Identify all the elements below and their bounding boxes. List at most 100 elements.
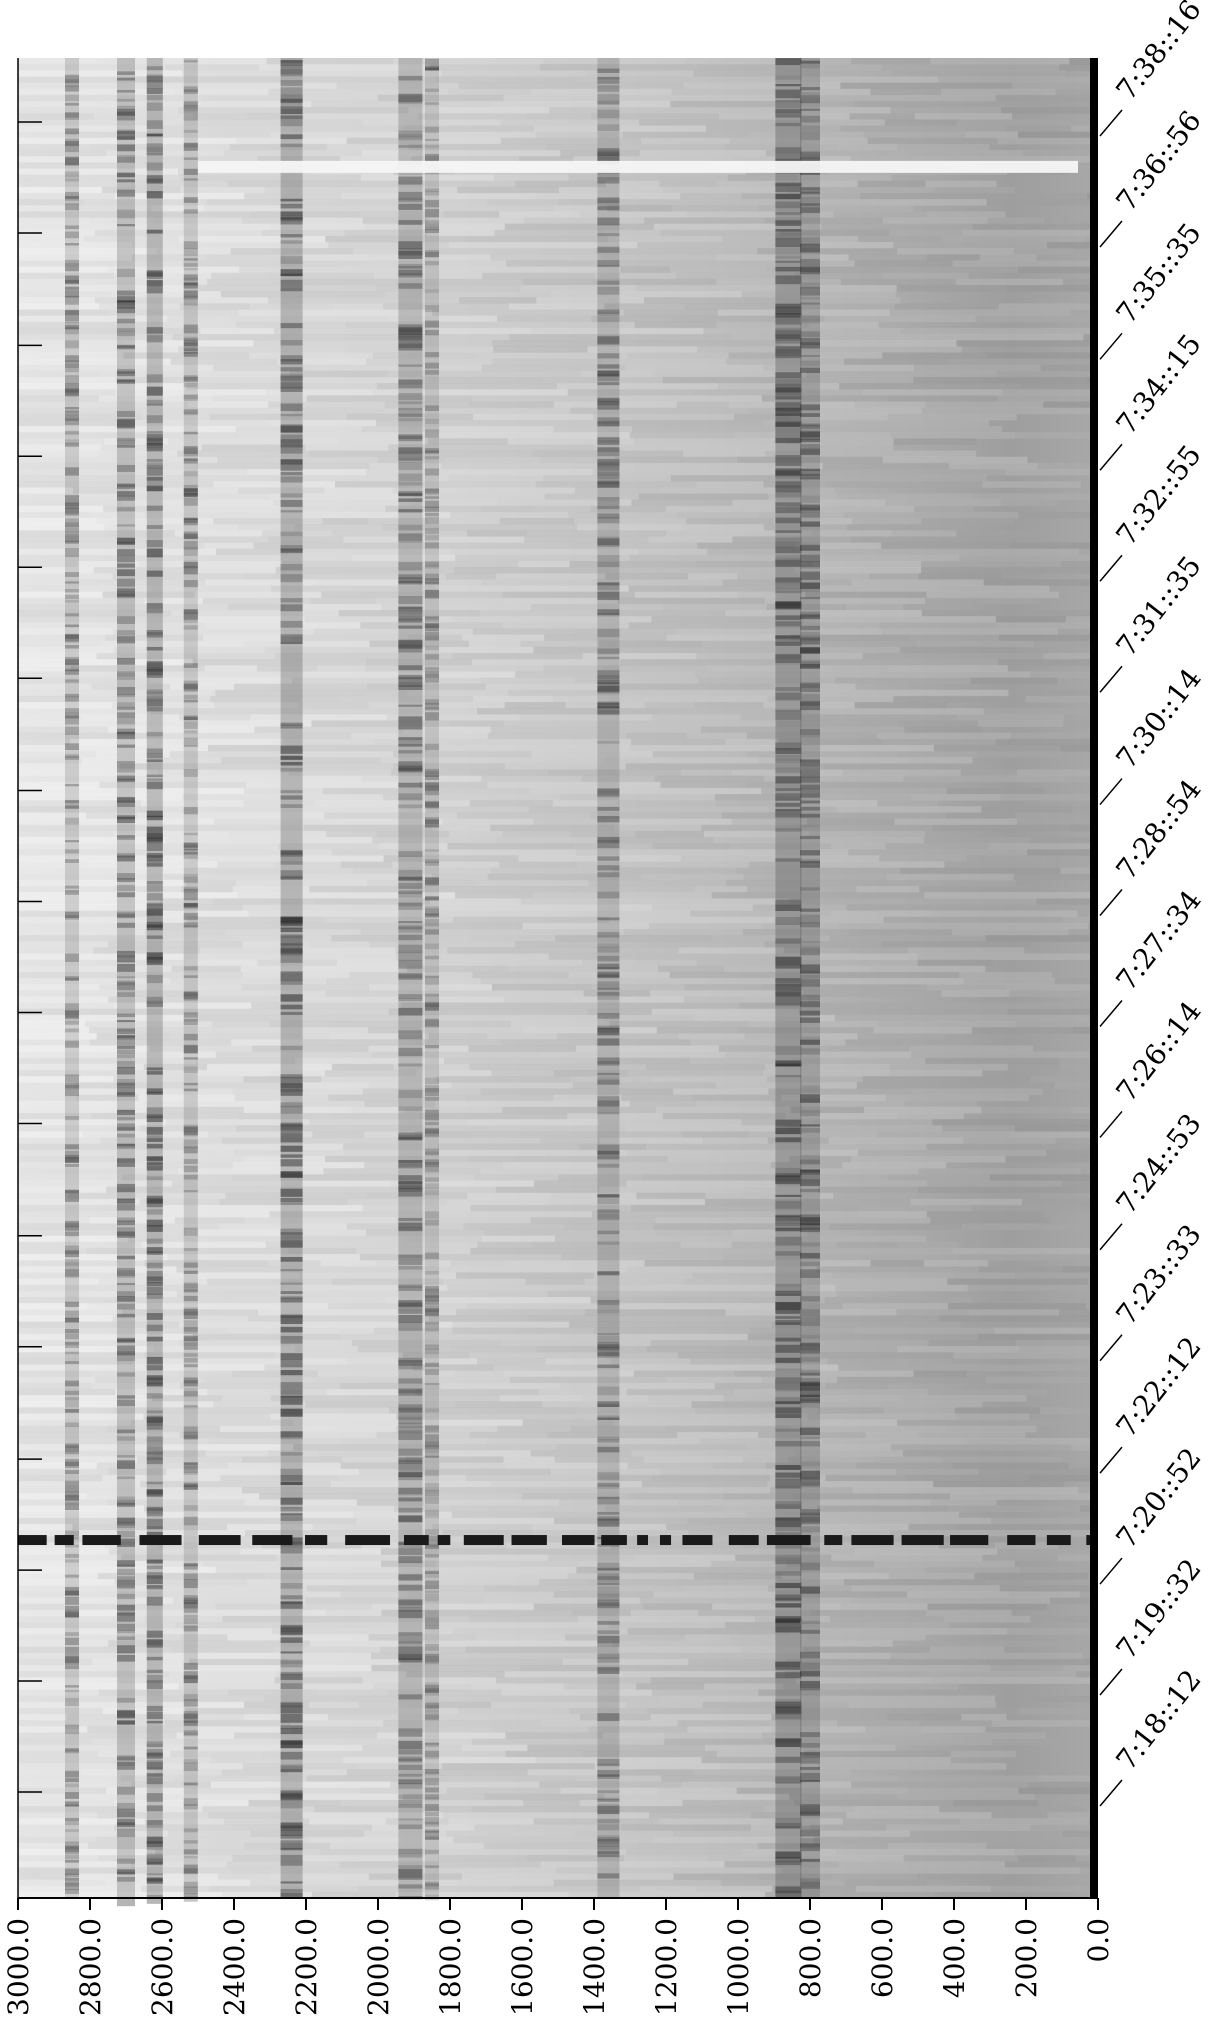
heatmap-cell <box>851 1597 1050 1605</box>
heatmap-cell <box>890 266 1019 274</box>
heatmap-cell <box>18 1750 99 1758</box>
band-cell <box>117 549 135 556</box>
heatmap-cell <box>697 346 804 353</box>
band-cell <box>183 888 198 892</box>
band-cell <box>146 570 163 577</box>
heatmap-cell <box>786 1658 890 1666</box>
band-cell <box>117 1395 135 1399</box>
heatmap-cell <box>253 1468 359 1476</box>
heatmap-cell <box>1076 1671 1098 1678</box>
heatmap-cell <box>267 1260 321 1267</box>
heatmap-cell <box>597 1162 771 1169</box>
heatmap-cell <box>276 1707 399 1715</box>
heatmap-cell <box>424 702 505 709</box>
heatmap-cell <box>447 947 534 954</box>
heatmap-cell <box>362 1204 471 1212</box>
band-cell <box>425 707 439 711</box>
heatmap-cell <box>1011 542 1072 550</box>
heatmap-cell <box>212 898 315 905</box>
heatmap-cell <box>992 1738 1061 1746</box>
band-cell <box>183 248 198 257</box>
heatmap-cell <box>119 763 207 770</box>
heatmap-cell <box>327 1714 378 1721</box>
heatmap-cell <box>18 456 117 464</box>
band-cell <box>597 1621 620 1625</box>
heatmap-cell <box>856 886 920 893</box>
heatmap-cell <box>88 1272 157 1280</box>
band-cell <box>398 905 423 910</box>
heatmap-cell <box>324 916 454 924</box>
band-cell <box>800 1048 820 1055</box>
band-cell <box>183 1431 198 1439</box>
heatmap-cell <box>306 1775 450 1782</box>
band-cell <box>775 308 802 315</box>
band-cell <box>183 769 198 777</box>
band-cell <box>65 548 79 558</box>
band-cell <box>597 1401 620 1408</box>
band-cell <box>65 890 79 895</box>
heatmap-cell <box>469 1431 548 1439</box>
band-cell <box>597 501 620 509</box>
band-cell <box>65 645 79 649</box>
band-cell <box>597 481 620 488</box>
heatmap-cell <box>982 481 1081 488</box>
heatmap-cell <box>456 1867 557 1874</box>
band-cell <box>398 1884 423 1889</box>
band-cell <box>183 1295 198 1302</box>
heatmap-cell <box>678 1499 799 1506</box>
heatmap-cell <box>865 1726 922 1733</box>
band-cell <box>117 706 135 710</box>
heatmap-cell <box>18 1652 121 1660</box>
heatmap-cell <box>261 1542 362 1549</box>
heatmap-cell <box>396 1425 498 1433</box>
band-cell <box>775 904 802 912</box>
band-cell <box>117 732 135 735</box>
heatmap-cell <box>227 1634 279 1641</box>
band-cell <box>597 197 620 203</box>
band-cell <box>597 1586 620 1596</box>
heatmap-cell <box>328 1303 467 1310</box>
heatmap-cell <box>134 849 332 856</box>
heatmap-cell <box>862 1076 970 1083</box>
heatmap-cell <box>257 959 337 967</box>
heatmap-cell <box>951 928 1069 936</box>
heatmap-cell <box>761 787 948 795</box>
band-cell <box>280 1188 303 1197</box>
heatmap-cell <box>653 1223 745 1230</box>
band-cell <box>65 1590 79 1596</box>
heatmap-cell <box>452 1628 628 1635</box>
heatmap-cell <box>285 1082 370 1089</box>
band-cell <box>425 1714 439 1721</box>
band-cell <box>775 492 802 498</box>
heatmap-cell <box>435 76 577 84</box>
band-cell <box>398 716 423 722</box>
heatmap-cell <box>481 1235 556 1243</box>
heatmap-cell <box>577 1560 659 1568</box>
band-cell <box>775 341 802 344</box>
heatmap-cell <box>273 327 430 335</box>
band-cell <box>117 300 135 306</box>
heatmap-cell <box>18 1168 178 1175</box>
heatmap-cell <box>18 1536 140 1543</box>
heatmap-cell <box>547 769 681 777</box>
band-cell <box>183 471 198 477</box>
heatmap-cell <box>849 419 989 427</box>
heatmap-cell <box>303 113 418 120</box>
heatmap-cell <box>885 1094 1029 1102</box>
heatmap-cell <box>469 401 554 409</box>
heatmap-cell <box>956 340 1092 347</box>
band-cell <box>398 721 423 730</box>
heatmap-cell <box>18 260 183 268</box>
heatmap-cell <box>987 217 1045 225</box>
heatmap-cell <box>177 450 310 458</box>
heatmap-cell <box>86 1247 289 1255</box>
band-cell <box>398 333 423 343</box>
heatmap-cell <box>18 119 185 126</box>
heatmap-cell <box>213 1401 306 1408</box>
band-cell <box>425 66 439 71</box>
band-cell <box>183 1881 198 1888</box>
band-cell <box>800 1223 820 1233</box>
heatmap-cell <box>288 548 451 556</box>
band-cell <box>425 1455 439 1458</box>
band-cell <box>117 1045 135 1049</box>
